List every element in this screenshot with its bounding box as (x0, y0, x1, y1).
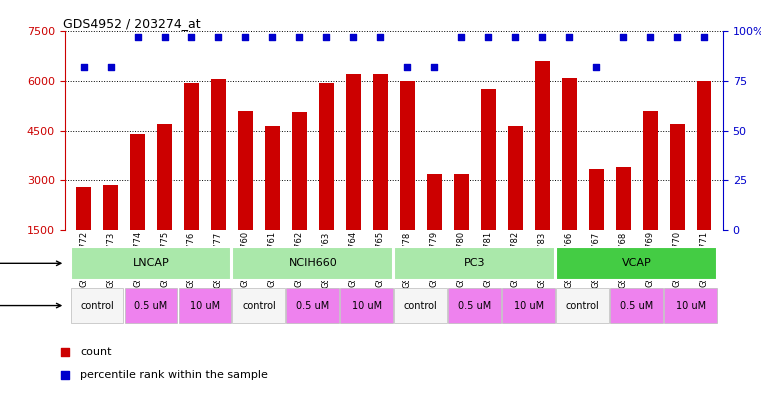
Point (509, 34, 521, 40)
Bar (696, 81, 712, 230)
Bar (157, 124, 172, 230)
Text: VCAP: VCAP (622, 258, 651, 268)
Bar (292, 112, 307, 230)
Text: NCIH660: NCIH660 (288, 258, 337, 268)
Point (59, 372, 71, 378)
Text: 0.5 uM: 0.5 uM (135, 301, 167, 310)
Text: 10 uM: 10 uM (190, 301, 220, 310)
Bar (394, 247, 555, 279)
Point (266, 34, 279, 40)
Point (212, 34, 224, 40)
Bar (556, 247, 717, 279)
Text: control: control (80, 301, 114, 310)
Bar (670, 124, 684, 230)
Bar (286, 288, 339, 323)
Point (240, 34, 252, 40)
Bar (125, 288, 177, 323)
Bar (508, 126, 523, 230)
Text: LNCAP: LNCAP (132, 258, 170, 268)
Point (671, 34, 683, 40)
Text: PC3: PC3 (464, 258, 486, 268)
Bar (502, 288, 555, 323)
Text: 0.5 uM: 0.5 uM (458, 301, 492, 310)
Text: percentile rank within the sample: percentile rank within the sample (80, 370, 268, 380)
Point (186, 34, 198, 40)
Text: dose: dose (0, 301, 61, 310)
Bar (394, 288, 447, 323)
Text: control: control (565, 301, 600, 310)
Point (536, 34, 548, 40)
Bar (400, 81, 415, 230)
Point (320, 34, 333, 40)
Point (104, 64, 116, 70)
Bar (76, 187, 91, 230)
Bar (610, 288, 663, 323)
Point (590, 64, 602, 70)
Bar (535, 61, 549, 230)
Point (347, 34, 359, 40)
Point (455, 34, 467, 40)
Bar (448, 288, 501, 323)
Bar (589, 169, 603, 230)
Text: 10 uM: 10 uM (676, 301, 705, 310)
Bar (556, 288, 609, 323)
Bar (179, 288, 231, 323)
Text: 0.5 uM: 0.5 uM (296, 301, 330, 310)
Bar (319, 83, 334, 230)
Bar (340, 288, 393, 323)
Point (132, 34, 144, 40)
Bar (238, 111, 253, 230)
Bar (481, 89, 495, 230)
Bar (233, 247, 393, 279)
Point (374, 34, 387, 40)
Point (617, 34, 629, 40)
Point (644, 34, 656, 40)
Bar (184, 83, 199, 230)
Bar (103, 185, 118, 230)
Bar (346, 74, 361, 230)
Point (293, 34, 305, 40)
Text: GDS4952 / 203274_at: GDS4952 / 203274_at (63, 17, 201, 30)
Point (563, 34, 575, 40)
Bar (233, 288, 285, 323)
Point (59, 349, 71, 355)
Bar (373, 74, 388, 230)
Text: 0.5 uM: 0.5 uM (620, 301, 653, 310)
Bar (130, 134, 145, 230)
Point (78, 64, 90, 70)
Text: cell line: cell line (0, 258, 61, 268)
Bar (265, 126, 280, 230)
Point (482, 34, 495, 40)
Point (158, 34, 170, 40)
Bar (562, 78, 577, 230)
Text: count: count (80, 347, 111, 357)
Bar (454, 174, 469, 230)
Bar (664, 288, 717, 323)
Text: control: control (242, 301, 275, 310)
Text: 10 uM: 10 uM (514, 301, 544, 310)
Point (401, 64, 413, 70)
Bar (211, 79, 226, 230)
Text: 10 uM: 10 uM (352, 301, 382, 310)
Bar (71, 288, 123, 323)
Bar (427, 174, 441, 230)
Bar (616, 167, 631, 230)
Bar (643, 111, 658, 230)
Point (428, 64, 441, 70)
Point (698, 34, 710, 40)
Text: control: control (404, 301, 438, 310)
Bar (71, 247, 231, 279)
